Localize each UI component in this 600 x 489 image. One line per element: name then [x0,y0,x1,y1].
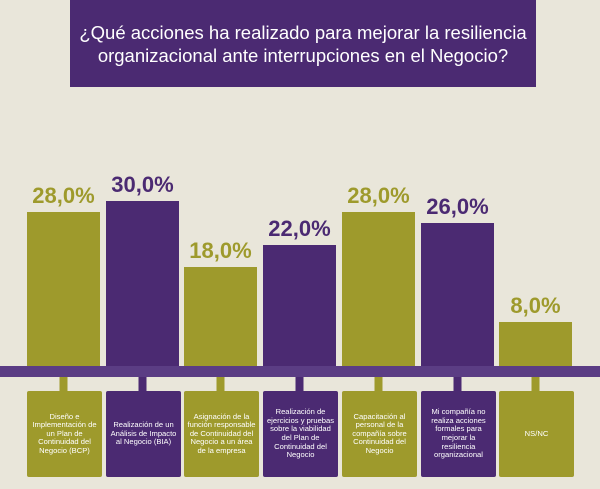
category-label-1: Diseño e Implementación de un Plan de Co… [27,391,102,477]
axis-band [0,366,600,377]
chart-title-banner: ¿Qué acciones ha realizado para mejorar … [70,0,536,87]
chart-title: ¿Qué acciones ha realizado para mejorar … [79,21,527,66]
bar-value-label-7: 8,0% [510,293,560,318]
bar-connector-7 [531,377,540,391]
bar-value-label-6: 26,0% [426,194,488,219]
category-label-3: Asignación de la función responsable de … [184,391,259,477]
bar-connector-4 [295,377,304,391]
bar-connector-1 [59,377,68,391]
category-label-4: Realización de ejercicios y pruebas sobr… [263,391,338,477]
bar-3 [184,267,257,366]
bar-value-label-1: 28,0% [32,183,94,208]
bar-connector-2 [138,377,147,391]
bar-value-label-2: 30,0% [111,172,173,197]
bar-connector-5 [374,377,383,391]
category-label-2: Realización de un Análisis de Impacto al… [106,391,181,477]
bar-5 [342,212,415,366]
category-label-5: Capacitación al personal de la compañía … [342,391,417,477]
bar-connector-3 [216,377,225,391]
bar-2 [106,201,179,366]
category-label-6: Mi compañía no realiza acciones formales… [421,391,496,477]
bar-value-label-3: 18,0% [189,238,251,263]
bar-4 [263,245,336,366]
bar-1 [27,212,100,366]
bar-value-label-5: 28,0% [347,183,409,208]
bar-6 [421,223,494,366]
category-label-7: NS/NC [499,391,574,477]
bar-value-label-4: 22,0% [268,216,330,241]
bar-connector-6 [453,377,462,391]
bar-7 [499,322,572,366]
